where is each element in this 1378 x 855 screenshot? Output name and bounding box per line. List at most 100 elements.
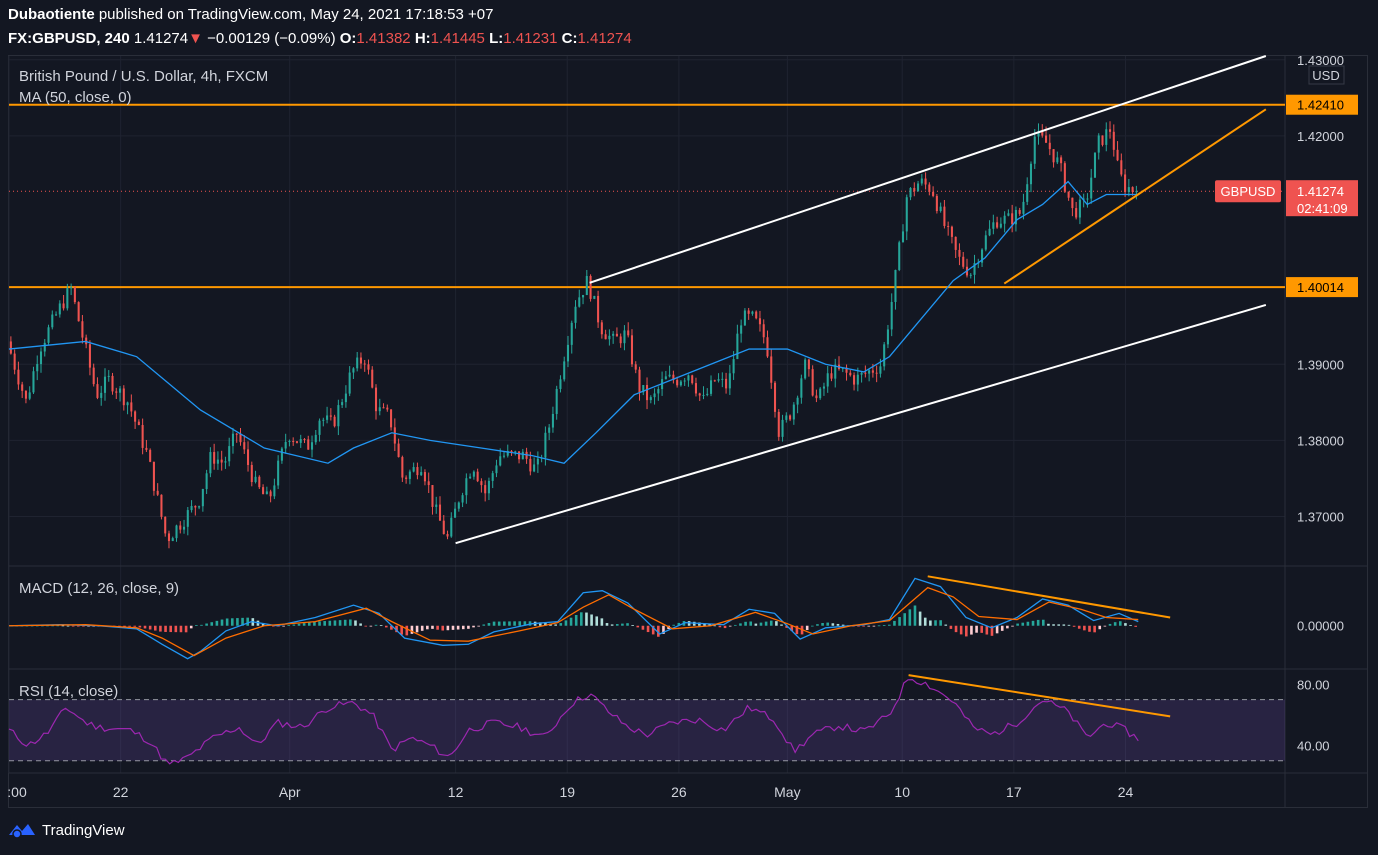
candle-body <box>804 359 807 379</box>
candle-body <box>326 415 329 420</box>
candle-body <box>890 301 893 330</box>
published-text: published on TradingView.com, May 24, 20… <box>98 6 494 23</box>
candle <box>909 187 912 201</box>
histogram-bar <box>410 625 414 634</box>
candle <box>845 364 848 381</box>
candle <box>58 300 61 318</box>
rsi-tick-label: 80.00 <box>1297 677 1330 692</box>
histogram-bar <box>369 625 373 627</box>
histogram-bar <box>785 625 788 628</box>
candle-body <box>213 452 216 464</box>
candle <box>179 521 182 534</box>
candle-body <box>303 438 306 440</box>
candle <box>314 429 317 445</box>
histogram-bar <box>759 622 763 626</box>
candle <box>796 395 799 414</box>
histogram-bar <box>908 609 912 626</box>
candle <box>773 380 777 418</box>
candle-body <box>299 438 302 443</box>
author-name[interactable]: Dubaotiente <box>8 6 95 23</box>
candle <box>638 366 641 401</box>
histogram-bar <box>672 624 676 626</box>
level-price-tag-text: 1.42410 <box>1297 98 1344 113</box>
candle <box>559 375 562 393</box>
histogram-bar <box>456 625 460 630</box>
candle-body <box>924 178 927 185</box>
histogram-bar <box>1103 625 1107 627</box>
time-tick-label: Apr <box>279 784 301 800</box>
candle-body <box>901 231 905 243</box>
histogram-bar <box>790 625 794 631</box>
candle-body <box>220 459 223 463</box>
candle-body <box>216 459 219 464</box>
candle-body <box>70 287 73 289</box>
candle-body <box>642 384 645 393</box>
candle-body <box>830 373 833 379</box>
tradingview-logo[interactable]: TradingView <box>8 821 125 839</box>
histogram-bar <box>148 625 152 630</box>
candle-body <box>807 359 810 370</box>
current-price-text: 1.41274 <box>1297 184 1344 199</box>
time-tick-label: 19 <box>559 784 575 800</box>
histogram-bar <box>487 623 491 626</box>
level-price-tag-1 <box>1286 277 1358 298</box>
candle <box>164 516 167 537</box>
candle-body <box>145 447 148 450</box>
candle <box>1101 135 1104 147</box>
candle-body <box>273 485 276 497</box>
histogram-bar <box>497 621 501 626</box>
close-value: 1.41274 <box>577 30 632 47</box>
candle <box>597 290 600 328</box>
candle-body <box>1097 135 1100 153</box>
candle <box>1120 153 1123 177</box>
candle-body <box>262 487 265 495</box>
time-tick-label: :00 <box>7 784 27 800</box>
candle-body <box>186 510 189 527</box>
rsi-line <box>8 678 1139 765</box>
candle-body <box>359 357 362 364</box>
candle <box>984 230 987 252</box>
candle-body <box>875 372 878 374</box>
candle <box>1011 204 1014 233</box>
histogram-bar <box>71 625 75 627</box>
candle <box>623 325 626 351</box>
histogram-bar <box>436 625 439 630</box>
candle <box>676 376 679 388</box>
candle <box>679 379 682 387</box>
candle <box>423 469 426 486</box>
candle <box>367 359 370 375</box>
candle <box>777 409 780 441</box>
histogram-bar <box>307 622 311 626</box>
histogram-bar <box>492 621 496 626</box>
candle <box>115 387 118 399</box>
candle <box>1086 193 1089 208</box>
candle-body <box>664 376 667 380</box>
histogram-bar <box>595 616 599 626</box>
candle-body <box>717 379 720 381</box>
candle-body <box>679 381 682 386</box>
candle <box>269 489 272 503</box>
candle-body <box>822 386 825 389</box>
candle <box>943 199 946 229</box>
histogram-bar <box>718 625 722 628</box>
candle-body <box>514 451 517 453</box>
candle <box>228 437 231 467</box>
histogram-bar <box>898 617 901 626</box>
candle-body <box>36 364 39 372</box>
candle <box>822 382 825 396</box>
histogram-bar <box>174 625 178 633</box>
candle-body <box>205 473 208 490</box>
candle <box>1124 169 1127 197</box>
candle-body <box>533 464 536 472</box>
histogram-bar <box>518 621 522 626</box>
candle <box>875 365 878 383</box>
candle-body <box>499 456 502 466</box>
candle-body <box>856 374 859 385</box>
candle-body <box>506 450 509 456</box>
candle-body <box>574 306 577 323</box>
candle-body <box>600 322 603 335</box>
candle <box>408 469 411 485</box>
candle <box>600 320 603 339</box>
candle <box>480 478 483 493</box>
